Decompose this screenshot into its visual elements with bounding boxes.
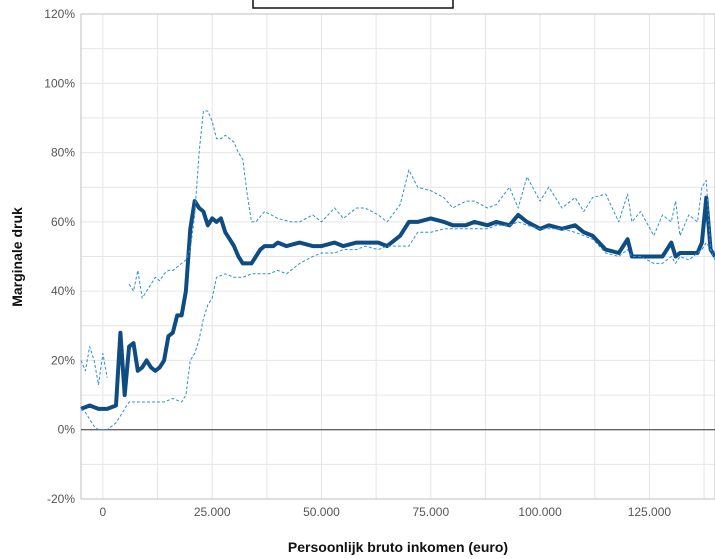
- x-tick-label: 100.000: [518, 505, 562, 519]
- y-tick-label: -20%: [47, 492, 75, 506]
- y-tick-label: 80%: [51, 146, 75, 160]
- legend-box: [252, 0, 454, 9]
- band-series-line: [80, 110, 715, 386]
- median-series-line: [80, 195, 715, 411]
- band-series-line: [80, 221, 715, 431]
- y-tick-label: 100%: [44, 76, 75, 90]
- x-tick-label: 0: [100, 505, 107, 519]
- y-axis-title: Marginale druk: [9, 207, 25, 307]
- x-tick-label: 25.000: [194, 505, 231, 519]
- y-tick-label: 60%: [51, 215, 75, 229]
- x-tick-label: 50.000: [303, 505, 340, 519]
- y-tick-labels: -20% 0% 20% 40% 60% 80% 100% 120%: [44, 7, 75, 506]
- x-tick-label: 75.000: [412, 505, 449, 519]
- x-tick-labels: 0 25.000 50.000 75.000 100.000 125.000: [100, 505, 672, 519]
- x-axis-title: Persoonlijk bruto inkomen (euro): [288, 539, 508, 555]
- plot-frame: [80, 13, 715, 500]
- x-tick-label: 125.000: [628, 505, 672, 519]
- grid-lines: [80, 13, 715, 500]
- y-tick-label: 120%: [44, 7, 75, 21]
- y-tick-label: 40%: [51, 284, 75, 298]
- y-tick-label: 20%: [51, 353, 75, 367]
- y-tick-label: 0%: [58, 423, 76, 437]
- series-lines: [80, 110, 715, 431]
